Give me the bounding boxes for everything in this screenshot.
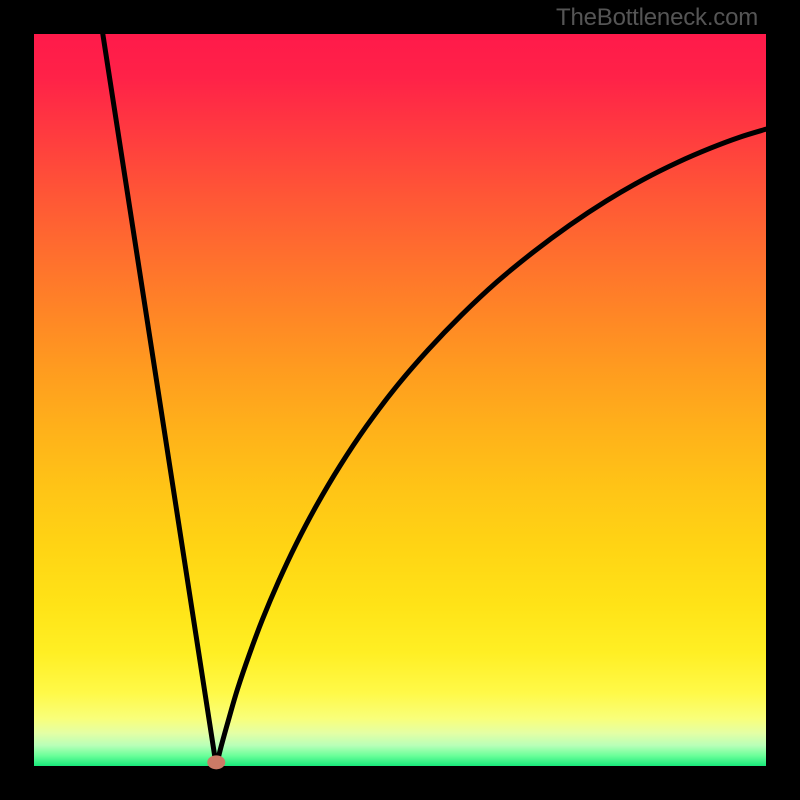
optimal-point-marker — [207, 755, 225, 769]
bottleneck-curve-path — [103, 34, 766, 766]
bottleneck-curve-svg — [0, 0, 800, 800]
figure-root: TheBottleneck.com — [0, 0, 800, 800]
curve-group — [103, 34, 766, 769]
